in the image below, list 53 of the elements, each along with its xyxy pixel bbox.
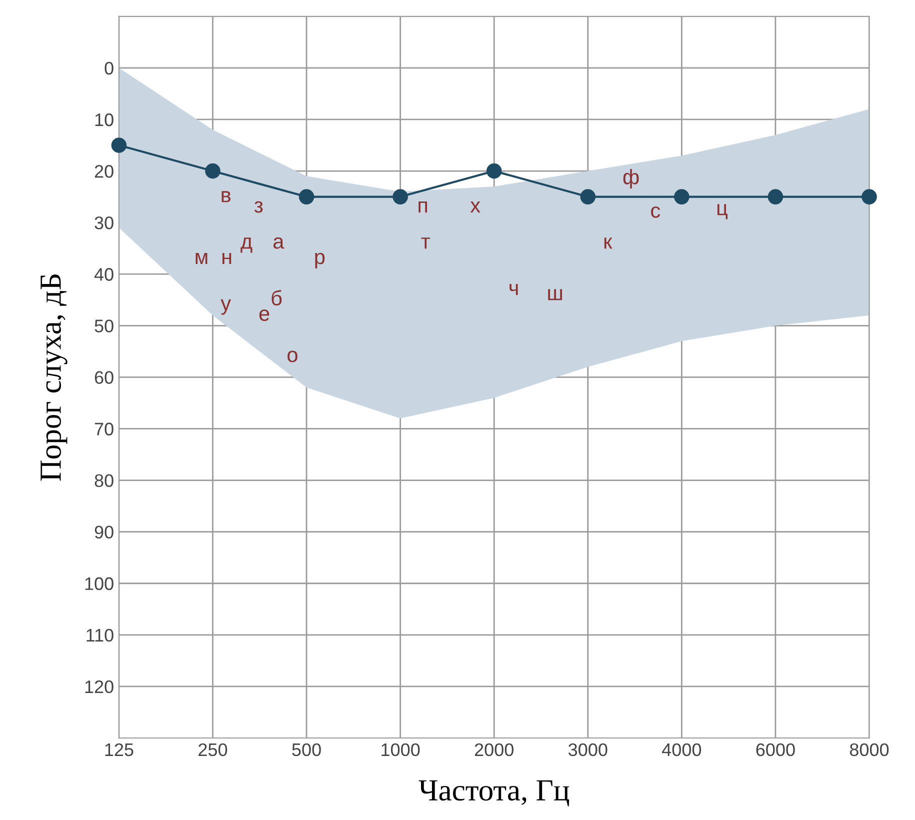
- y-tick-label: 100: [85, 577, 114, 590]
- point: [768, 189, 784, 204]
- annotation: ц: [717, 204, 728, 220]
- annotation: ш: [548, 289, 562, 300]
- annotation: у: [220, 299, 232, 315]
- annotation: б: [272, 290, 282, 306]
- x-tick-label: 250: [198, 743, 228, 756]
- point: [298, 189, 314, 204]
- annotation: н: [222, 253, 232, 264]
- annotation: в: [222, 191, 230, 202]
- point: [862, 189, 877, 204]
- y-tick-label: 30: [94, 216, 114, 230]
- annotation: е: [259, 310, 270, 321]
- point: [674, 189, 690, 204]
- x-tick-label: 500: [292, 743, 321, 756]
- annotation: м: [196, 253, 208, 264]
- point: [486, 163, 502, 179]
- annotation: д: [240, 238, 252, 253]
- x-tick-label: 8000: [850, 743, 889, 756]
- annotation: з: [254, 201, 263, 213]
- point: [580, 189, 596, 204]
- annotation: о: [288, 350, 298, 362]
- annotation: а: [273, 237, 284, 249]
- y-tick-label: 40: [94, 268, 114, 281]
- y-tick-label: 70: [94, 422, 114, 436]
- annotation: р: [315, 252, 325, 268]
- x-tick-label: 4000: [662, 743, 702, 756]
- annotation: ф: [623, 169, 639, 188]
- y-tick-label: 0: [104, 62, 114, 75]
- annotation: т: [421, 238, 430, 249]
- y-axis-title: Порог слуха, дБ: [40, 274, 68, 481]
- x-tick-label: 3000: [568, 743, 608, 756]
- x-tick-label: 6000: [756, 743, 795, 756]
- x-tick-label: 2000: [474, 743, 514, 756]
- y-tick-label: 120: [85, 680, 114, 694]
- point: [111, 138, 127, 153]
- point: [205, 163, 220, 179]
- x-axis-title: Частота, Гц: [418, 780, 570, 806]
- y-tick-label: 20: [94, 164, 114, 178]
- y-tick-label: 10: [95, 113, 114, 126]
- x-tick-label: 125: [105, 743, 134, 756]
- y-tick-label: 60: [94, 371, 114, 384]
- annotation: х: [470, 201, 480, 212]
- annotation: п: [418, 201, 428, 212]
- y-tick-label: 90: [94, 526, 114, 539]
- annotation: к: [604, 238, 612, 249]
- y-tick-label: 80: [94, 474, 114, 488]
- x-tick-label: 1000: [382, 743, 420, 756]
- y-tick-label: 110: [86, 628, 114, 642]
- y-tick-label: 50: [94, 320, 114, 332]
- point: [392, 189, 408, 204]
- annotation: ч: [510, 284, 518, 295]
- annotation: с: [651, 206, 660, 218]
